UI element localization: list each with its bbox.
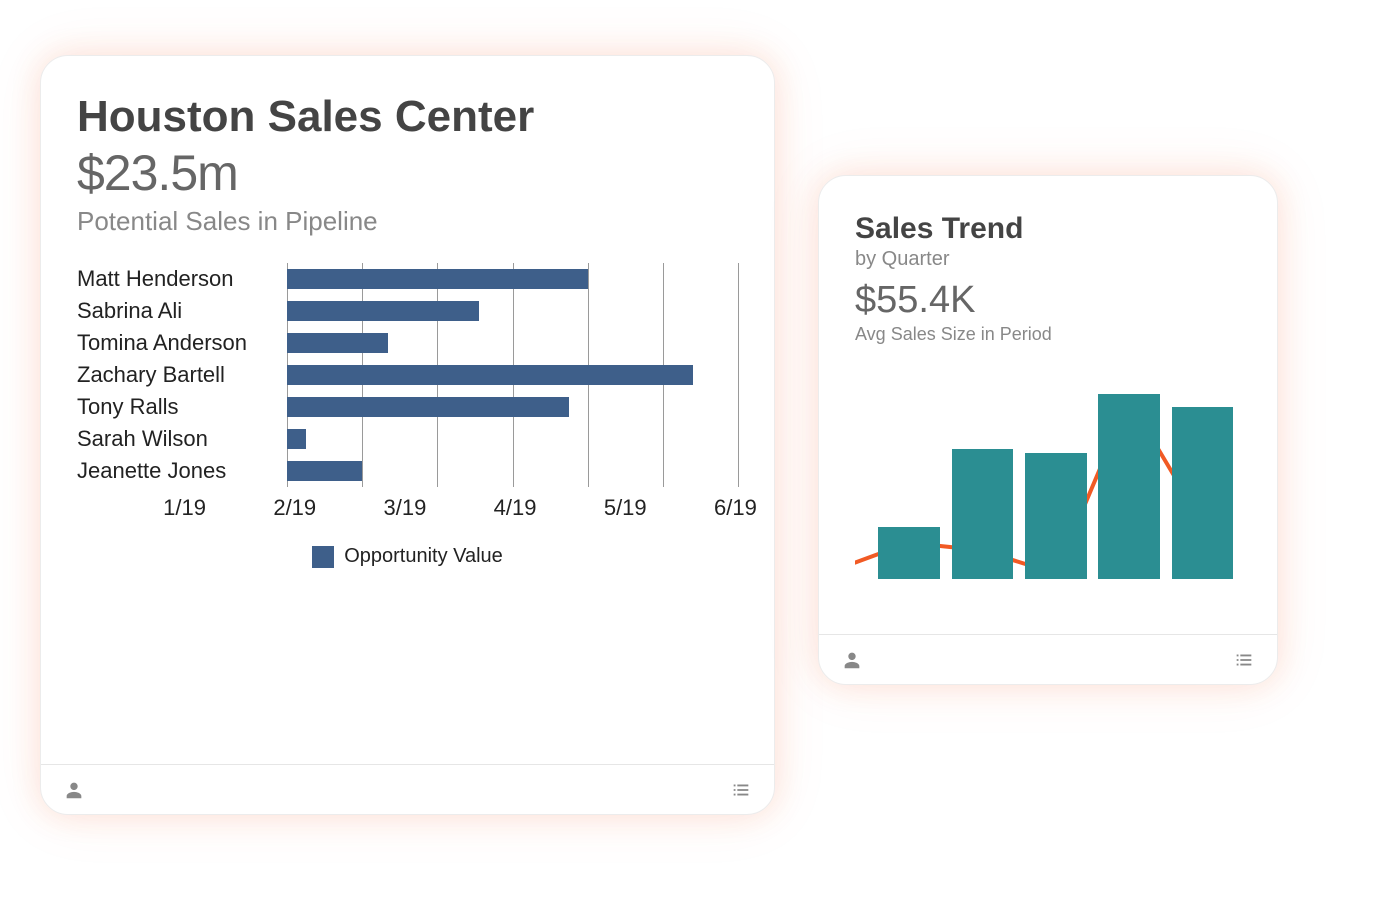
pipeline-card: Houston Sales Center $23.5m Potential Sa… (40, 55, 775, 815)
bar-chart-legend: Opportunity Value (77, 545, 738, 568)
bar-row: Sabrina Ali (77, 295, 738, 327)
sales-trend-chart (855, 369, 1241, 579)
bar-fill (287, 269, 588, 289)
bar-fill (287, 397, 569, 417)
legend-label: Opportunity Value (344, 545, 503, 568)
bar-row: Sarah Wilson (77, 423, 738, 455)
bar-label: Tony Ralls (77, 394, 287, 420)
bar-label: Matt Henderson (77, 266, 287, 292)
bar-label: Jeanette Jones (77, 458, 287, 484)
pipeline-card-body: Houston Sales Center $23.5m Potential Sa… (41, 56, 774, 764)
bar-row: Tony Ralls (77, 391, 738, 423)
card-footer (41, 764, 774, 814)
x-axis-label: 2/19 (273, 495, 316, 521)
trend-subtitle-bottom: Avg Sales Size in Period (855, 324, 1241, 345)
x-axis-label: 4/19 (494, 495, 537, 521)
sales-trend-body: Sales Trend by Quarter $55.4K Avg Sales … (819, 176, 1277, 634)
trend-bar (952, 449, 1014, 579)
card-footer (819, 634, 1277, 684)
list-icon[interactable] (1233, 649, 1255, 671)
pipeline-total: $23.5m (77, 144, 738, 202)
legend-swatch (312, 546, 334, 568)
trend-bar (878, 527, 940, 580)
x-axis-label: 1/19 (163, 495, 206, 521)
sales-trend-card: Sales Trend by Quarter $55.4K Avg Sales … (818, 175, 1278, 685)
bar-track (287, 391, 738, 423)
bar-label: Sarah Wilson (77, 426, 287, 452)
bar-fill (287, 333, 388, 353)
bar-row: Jeanette Jones (77, 455, 738, 487)
bar-row: Tomina Anderson (77, 327, 738, 359)
card-title: Houston Sales Center (77, 92, 738, 142)
bar-label: Zachary Bartell (77, 362, 287, 388)
bar-label: Tomina Anderson (77, 330, 287, 356)
bar-track (287, 455, 738, 487)
person-icon[interactable] (841, 649, 863, 671)
bar-track (287, 295, 738, 327)
trend-bar (1025, 453, 1087, 579)
bar-row: Matt Henderson (77, 263, 738, 295)
bar-fill (287, 461, 362, 481)
card-title: Sales Trend (855, 212, 1241, 246)
trend-bar (1098, 394, 1160, 579)
opportunity-bar-chart: Matt Henderson Sabrina Ali Tomina Anderson… (77, 263, 738, 568)
bar-chart-x-axis: 1/192/193/194/195/196/19 (77, 495, 738, 525)
bar-track (287, 423, 738, 455)
person-icon[interactable] (63, 779, 85, 801)
x-axis-label: 5/19 (604, 495, 647, 521)
x-axis-label: 6/19 (714, 495, 757, 521)
bar-track (287, 263, 738, 295)
avg-sales-value: $55.4K (855, 279, 1241, 322)
bar-fill (287, 301, 479, 321)
bar-label: Sabrina Ali (77, 298, 287, 324)
trend-bar (1172, 407, 1234, 579)
pipeline-subtitle: Potential Sales in Pipeline (77, 206, 738, 237)
bar-track (287, 359, 738, 391)
bar-fill (287, 365, 693, 385)
bar-fill (287, 429, 306, 449)
trend-subtitle-top: by Quarter (855, 248, 1241, 271)
x-axis-label: 3/19 (384, 495, 427, 521)
bar-track (287, 327, 738, 359)
bar-row: Zachary Bartell (77, 359, 738, 391)
list-icon[interactable] (730, 779, 752, 801)
